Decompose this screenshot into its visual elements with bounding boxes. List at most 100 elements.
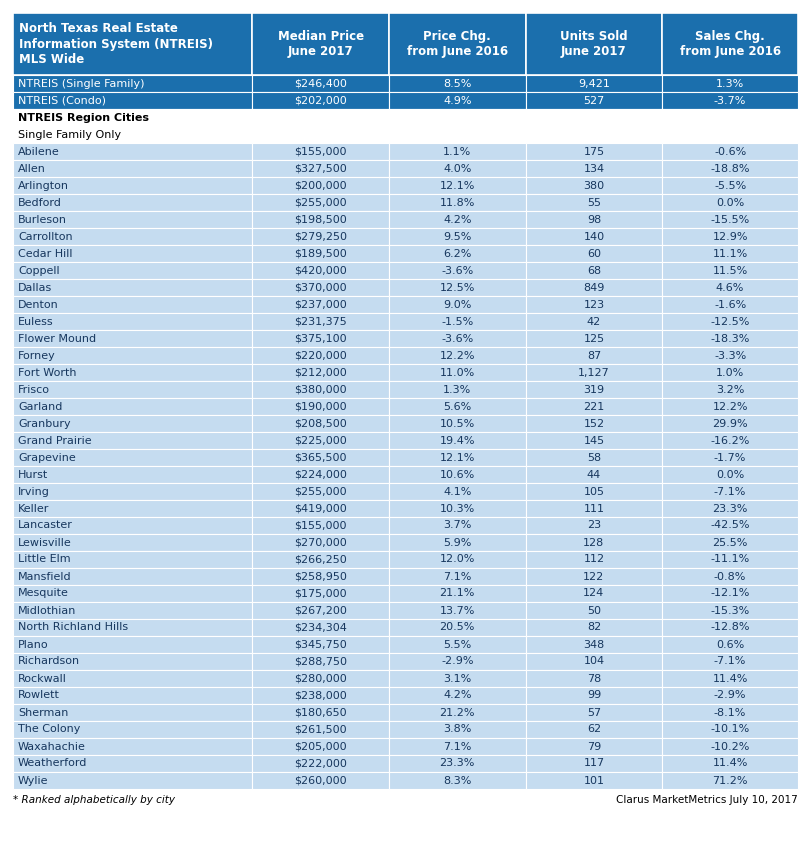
Text: 5.5%: 5.5% [443,639,471,649]
Text: 1.3%: 1.3% [716,78,744,88]
Text: -10.1%: -10.1% [710,724,749,734]
Text: $261,500: $261,500 [294,724,347,734]
Text: Euless: Euless [18,316,54,326]
Bar [13,449,252,466]
Text: $238,000: $238,000 [294,690,347,701]
Bar [252,211,389,228]
Text: Mansfield: Mansfield [18,572,71,581]
Bar [13,466,252,483]
Bar [13,92,252,109]
Text: 123: 123 [583,299,604,309]
Bar [13,262,252,279]
Bar [389,126,526,143]
Text: Price Chg.
from June 2016: Price Chg. from June 2016 [407,29,508,58]
Bar [252,585,389,602]
Bar [526,568,663,585]
Text: 117: 117 [583,759,604,769]
Bar [663,415,798,432]
Bar [389,602,526,619]
Bar [13,551,252,568]
Bar [13,194,252,211]
Bar [252,143,389,160]
Bar [389,500,526,517]
Text: 4.0%: 4.0% [443,163,471,173]
Bar [663,653,798,670]
Bar [252,653,389,670]
Bar [252,228,389,245]
Bar [526,483,663,500]
Bar [13,279,252,296]
Bar [663,500,798,517]
Text: $258,950: $258,950 [294,572,347,581]
Text: -5.5%: -5.5% [714,181,746,191]
Text: -12.8%: -12.8% [710,622,750,632]
Text: 145: 145 [583,436,604,446]
Text: $255,000: $255,000 [294,486,347,496]
Text: 62: 62 [587,724,601,734]
Bar [526,534,663,551]
Text: -7.1%: -7.1% [714,657,746,667]
Bar [526,670,663,687]
Bar [252,449,389,466]
Text: 10.3%: 10.3% [440,504,475,514]
Text: NTREIS (Condo): NTREIS (Condo) [18,96,106,105]
Text: 0.0%: 0.0% [716,198,744,208]
Bar [526,109,663,126]
Bar [13,364,252,381]
Bar [252,738,389,755]
Bar [663,398,798,415]
Bar [13,517,252,534]
Bar [13,534,252,551]
Text: NTREIS Region Cities: NTREIS Region Cities [18,113,149,123]
Bar [13,721,252,738]
Bar [526,721,663,738]
Bar [663,449,798,466]
Bar [526,636,663,653]
Bar [526,245,663,262]
Text: 44: 44 [587,469,601,479]
Text: Sherman: Sherman [18,707,68,717]
Bar [252,75,389,92]
Bar [526,602,663,619]
Bar [252,381,389,398]
Bar [13,109,252,126]
Text: $375,100: $375,100 [294,334,347,343]
Bar [389,517,526,534]
Text: 124: 124 [583,589,604,599]
Text: Forney: Forney [18,351,56,361]
Bar [252,92,389,109]
Text: -1.5%: -1.5% [441,316,474,326]
Bar [389,313,526,330]
Bar [252,364,389,381]
Bar [389,330,526,347]
Bar [389,687,526,704]
Bar [526,398,663,415]
Bar [13,619,252,636]
Text: 122: 122 [583,572,604,581]
Text: $279,250: $279,250 [294,231,347,241]
Text: 125: 125 [583,334,604,343]
Text: 19.4%: 19.4% [440,436,475,446]
Bar [526,262,663,279]
Text: $260,000: $260,000 [294,775,347,785]
Text: 175: 175 [583,146,604,156]
Text: -11.1%: -11.1% [710,554,749,564]
Text: 21.2%: 21.2% [440,707,475,717]
Text: $155,000: $155,000 [294,146,347,156]
Bar [526,177,663,194]
Bar [663,721,798,738]
Bar [13,160,252,177]
Bar [13,13,252,75]
Bar [389,415,526,432]
Text: 13.7%: 13.7% [440,606,475,616]
Text: 527: 527 [583,96,604,105]
Text: 23: 23 [587,521,601,531]
Text: Burleson: Burleson [18,214,67,225]
Text: 6.2%: 6.2% [443,248,471,258]
Bar [526,432,663,449]
Text: 12.0%: 12.0% [440,554,475,564]
Bar [526,126,663,143]
Text: $280,000: $280,000 [294,674,347,684]
Text: North Texas Real Estate
Information System (NTREIS)
MLS Wide: North Texas Real Estate Information Syst… [19,22,213,66]
Bar [389,466,526,483]
